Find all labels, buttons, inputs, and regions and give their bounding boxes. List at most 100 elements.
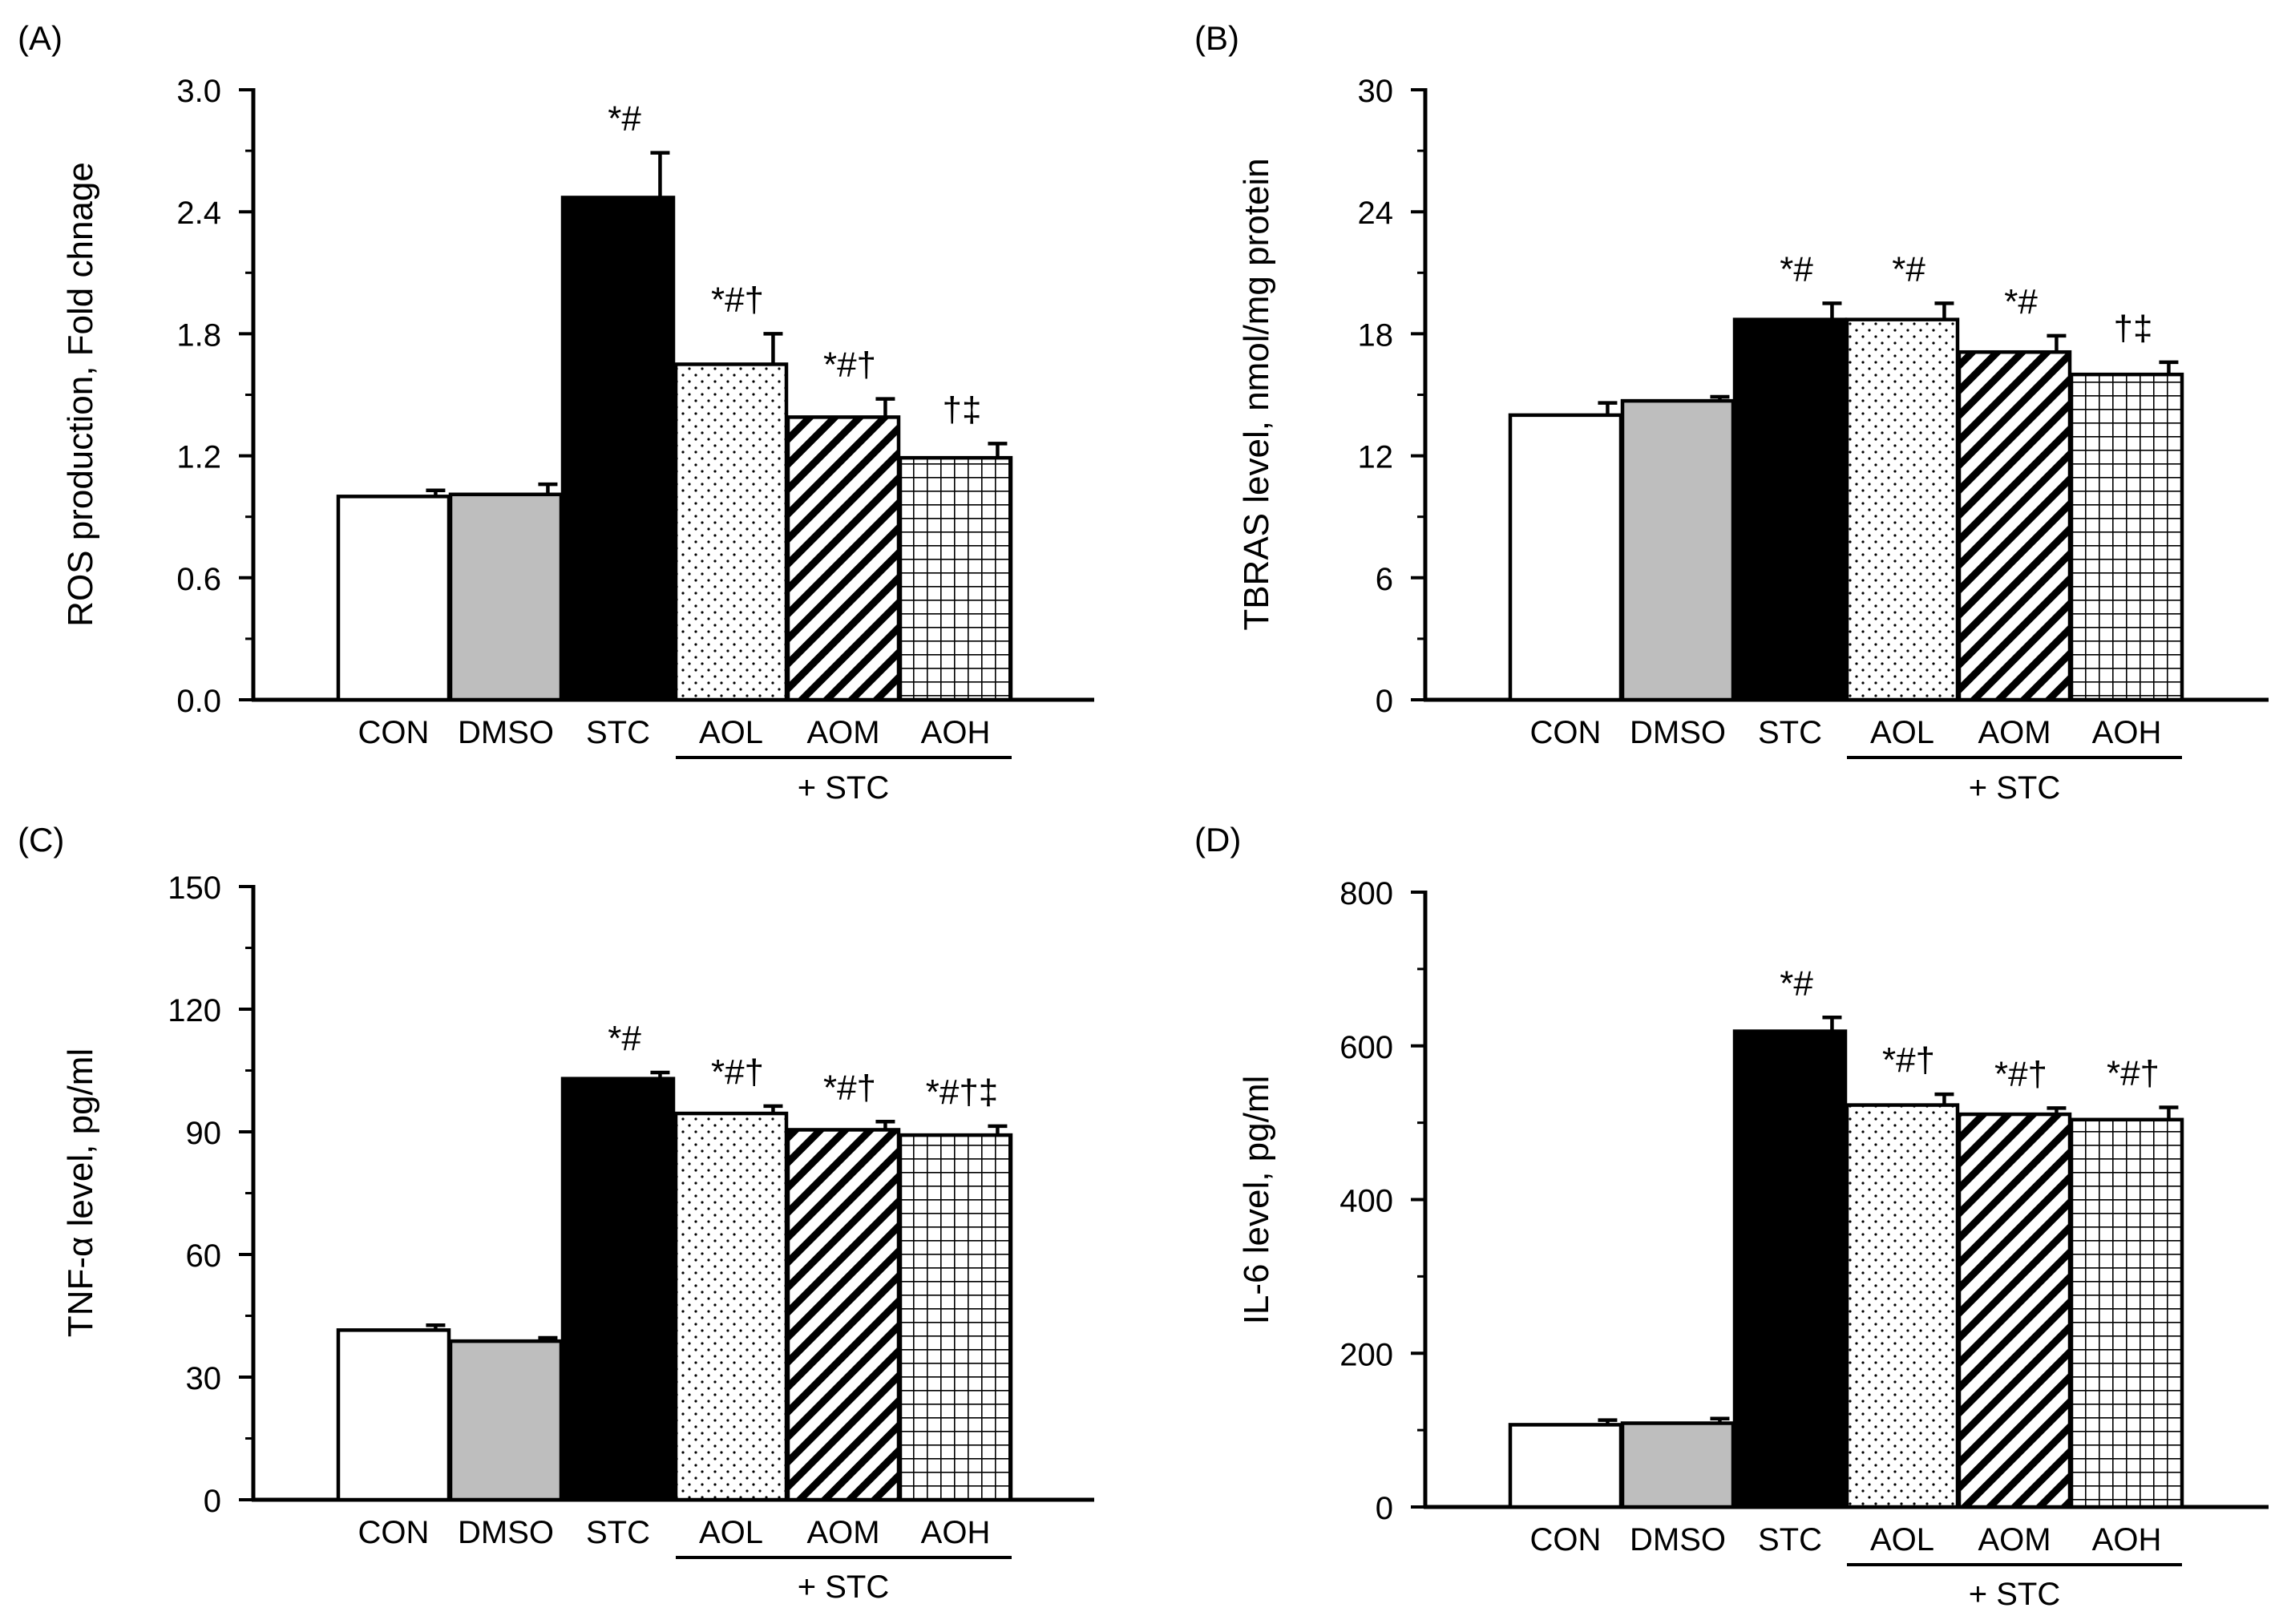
- category-label: CON: [358, 1515, 430, 1550]
- bar-stc: [560, 196, 676, 702]
- y-tick-label: 30: [186, 1361, 222, 1396]
- y-tick-label: 150: [168, 871, 221, 906]
- significance-label: *#†: [823, 345, 876, 385]
- bar-con: [1508, 1423, 1623, 1509]
- category-label: AOM: [806, 1515, 879, 1550]
- significance-label: *#†: [2107, 1053, 2160, 1093]
- category-label: AOL: [1870, 1522, 1934, 1557]
- significance-label: *#: [608, 99, 641, 139]
- bar-aom: [786, 1128, 901, 1502]
- group-label: + STC: [1969, 1577, 2060, 1612]
- category-label: AOM: [1978, 1522, 2051, 1557]
- panel-label: (D): [1194, 821, 1241, 858]
- significance-label: *#†: [823, 1068, 876, 1107]
- bar-stc: [1732, 1029, 1848, 1509]
- bar-stc: [1732, 317, 1848, 702]
- y-tick-label: 90: [186, 1116, 222, 1151]
- bar-aoh: [2069, 1117, 2184, 1509]
- bar-aol: [1845, 317, 1960, 702]
- y-tick-label: 120: [168, 993, 221, 1028]
- bar-aoh: [2069, 372, 2184, 702]
- bar-aoh: [898, 455, 1013, 702]
- y-tick-label: 3.0: [176, 74, 221, 109]
- category-label: DMSO: [458, 715, 554, 750]
- significance-label: *#†‡: [926, 1073, 999, 1112]
- category-label: AOM: [1978, 715, 2051, 750]
- bar-aol: [673, 1111, 789, 1502]
- group-label: + STC: [1969, 770, 2060, 806]
- y-tick-label: 600: [1339, 1030, 1393, 1065]
- bar-dmso: [1620, 398, 1735, 702]
- y-tick-label: 200: [1339, 1337, 1393, 1372]
- panel-c: (C) TNF-α level, pg/ml 0 30 60 90 120 150 CON DMS…: [18, 821, 1094, 1605]
- category-label: AOL: [699, 1515, 763, 1550]
- category-label: AOH: [2092, 715, 2162, 750]
- category-label: CON: [358, 715, 430, 750]
- bar-con: [1508, 413, 1623, 702]
- panel-label: (B): [1194, 19, 1239, 57]
- significance-label: *#: [608, 1019, 641, 1058]
- y-axis-label: IL-6 level, pg/ml: [1237, 1076, 1276, 1325]
- category-label: STC: [1758, 715, 1822, 750]
- category-label: AOH: [2092, 1522, 2162, 1557]
- significance-label: †‡: [2114, 309, 2153, 348]
- significance-label: *#: [2004, 282, 2038, 321]
- bar-dmso: [448, 1339, 564, 1502]
- y-tick-label: 1.2: [176, 440, 221, 475]
- category-label: AOL: [1870, 715, 1934, 750]
- category-label: CON: [1530, 1522, 1602, 1557]
- bar-aoh: [898, 1133, 1013, 1502]
- significance-label: *#: [1892, 249, 1925, 289]
- y-tick-label: 60: [186, 1238, 222, 1274]
- bar-aol: [1845, 1103, 1960, 1509]
- y-tick-label: 2.4: [176, 196, 221, 231]
- category-label: DMSO: [458, 1515, 554, 1550]
- y-tick-label: 0: [204, 1484, 221, 1519]
- category-label: STC: [586, 1515, 650, 1550]
- significance-label: †‡: [943, 390, 982, 429]
- y-tick-label: 24: [1358, 196, 1394, 231]
- bar-aom: [786, 415, 901, 702]
- category-label: DMSO: [1630, 1522, 1726, 1557]
- group-label: + STC: [798, 770, 889, 806]
- category-label: DMSO: [1630, 715, 1726, 750]
- y-axis-label: ROS production, Fold chnage: [61, 162, 100, 627]
- y-tick-label: 800: [1339, 876, 1393, 911]
- bar-con: [336, 495, 451, 702]
- y-tick-label: 6: [1376, 562, 1393, 597]
- bar-dmso: [448, 492, 564, 702]
- panel-label: (C): [18, 821, 64, 858]
- y-tick-label: 30: [1358, 74, 1394, 109]
- y-tick-label: 1.8: [176, 317, 221, 353]
- significance-label: *#†: [711, 280, 764, 319]
- category-label: CON: [1530, 715, 1602, 750]
- y-tick-label: 400: [1339, 1184, 1393, 1219]
- category-label: STC: [1758, 1522, 1822, 1557]
- category-label: STC: [586, 715, 650, 750]
- significance-label: *#: [1780, 963, 1813, 1003]
- y-axis-label: TNF-α level, pg/ml: [61, 1048, 100, 1337]
- y-tick-label: 0.0: [176, 684, 221, 719]
- panel-b: (B) TBRAS level, nmol/mg protein 0 6 12 18 24 3…: [1194, 19, 2269, 806]
- y-axis-label: TBRAS level, nmol/mg protein: [1237, 158, 1276, 630]
- panel-a: (A) ROS production, Fold chnage 0.0 0.6 1.2 1…: [18, 19, 1094, 806]
- panel-label: (A): [18, 19, 63, 57]
- category-label: AOH: [921, 715, 991, 750]
- bar-con: [336, 1328, 451, 1502]
- group-label: + STC: [798, 1569, 889, 1605]
- y-tick-label: 0: [1376, 1491, 1393, 1526]
- y-tick-label: 18: [1358, 317, 1394, 353]
- panel-d: (D) IL-6 level, pg/ml 0 200 400 600 800 CON DMSO…: [1194, 821, 2269, 1612]
- category-label: AOL: [699, 715, 763, 750]
- bar-aom: [1957, 349, 2072, 702]
- bar-aom: [1957, 1112, 2072, 1509]
- significance-label: *#†: [1994, 1054, 2047, 1093]
- category-label: AOM: [806, 715, 879, 750]
- significance-label: *#: [1780, 249, 1813, 289]
- bar-stc: [560, 1077, 676, 1502]
- y-tick-label: 0.6: [176, 562, 221, 597]
- category-label: AOH: [921, 1515, 991, 1550]
- y-tick-label: 12: [1358, 440, 1394, 475]
- significance-label: *#†: [711, 1052, 764, 1092]
